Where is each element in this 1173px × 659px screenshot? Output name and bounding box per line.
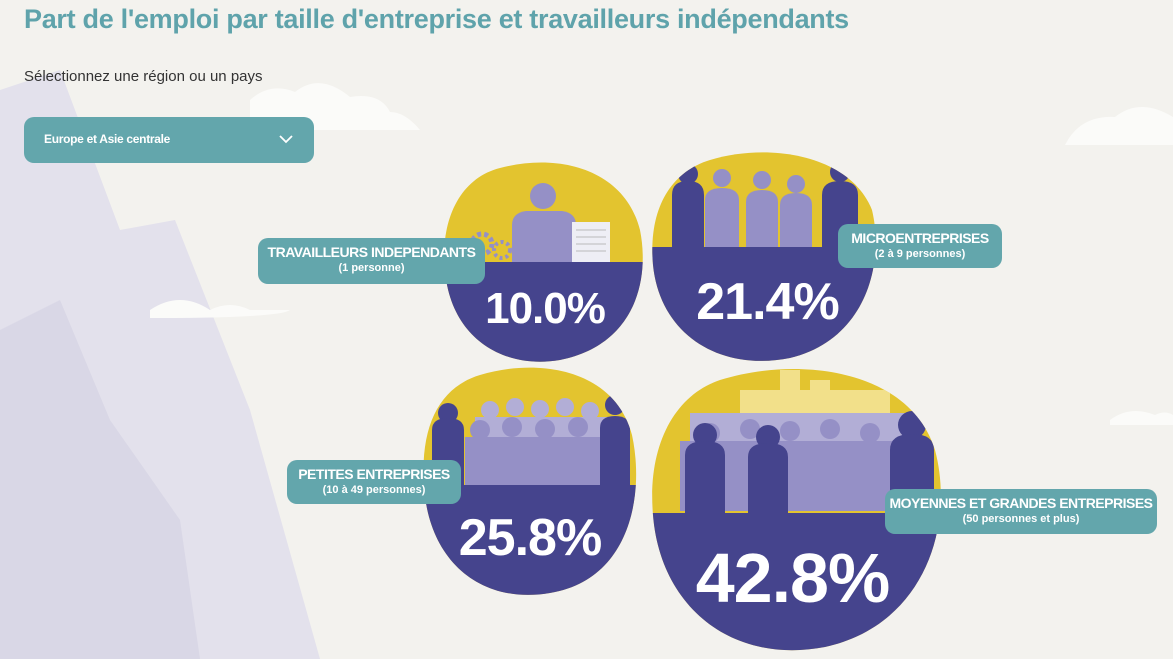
label-moyennes-grandes: MOYENNES ET GRANDES ENTREPRISES (50 pers…	[885, 489, 1157, 534]
bubble-moyennes-grandes	[650, 365, 945, 655]
label-independants-sub: (1 personne)	[338, 262, 405, 274]
label-petites-title: PETITES ENTREPRISES	[298, 466, 450, 482]
bubble-independants	[440, 160, 645, 365]
label-petites: PETITES ENTREPRISES (10 à 49 personnes)	[287, 460, 461, 504]
label-petites-sub: (10 à 49 personnes)	[322, 484, 426, 496]
page-title: Part de l'emploi par taille d'entreprise…	[24, 4, 849, 34]
chevron-down-icon	[279, 135, 293, 144]
label-moyennes-grandes-sub: (50 personnes et plus)	[962, 513, 1080, 525]
bubble-petites	[420, 365, 640, 600]
region-select-value: Europe et Asie centrale	[44, 132, 171, 146]
label-moyennes-grandes-title: MOYENNES ET GRANDES ENTREPRISES	[889, 495, 1154, 511]
label-micro-sub: (2 à 9 personnes)	[874, 248, 966, 260]
label-independants-title: TRAVAILLEURS INDEPENDANTS	[267, 244, 476, 260]
label-micro: MICROENTREPRISES (2 à 9 personnes)	[838, 224, 1002, 268]
value-petites: 25.8%	[458, 509, 602, 567]
region-select[interactable]: Europe et Asie centrale	[24, 117, 314, 163]
value-moyennes-grandes: 42.8%	[695, 539, 890, 617]
value-independants: 10.0%	[485, 284, 606, 333]
selector-prompt: Sélectionnez une région ou un pays	[24, 68, 263, 85]
label-micro-title: MICROENTREPRISES	[851, 230, 989, 246]
label-independants: TRAVAILLEURS INDEPENDANTS (1 personne)	[258, 238, 485, 284]
value-micro: 21.4%	[696, 273, 839, 331]
